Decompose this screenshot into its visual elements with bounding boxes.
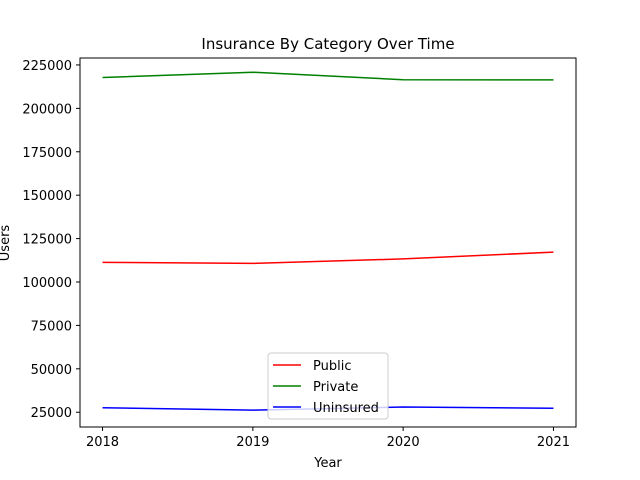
y-tick-label: 225000: [22, 59, 72, 74]
legend-label-uninsured: Uninsured: [313, 401, 379, 416]
x-tick-label: 2020: [387, 435, 420, 450]
x-axis-ticks: 2018 2019 2020 2021: [86, 427, 570, 450]
chart-title: Insurance By Category Over Time: [201, 35, 454, 53]
y-tick-label: 150000: [22, 189, 72, 204]
series-line-private: [102, 71, 554, 81]
x-tick-label: 2018: [86, 435, 119, 450]
plot-area-frame: [79, 57, 577, 428]
y-axis-ticks: 25000 50000 75000 100000 125000 150000 175000 2…: [22, 59, 80, 421]
y-tick-label: 125000: [22, 233, 72, 248]
legend-label-private: Private: [313, 380, 358, 395]
legend-frame: [267, 352, 389, 420]
legend-label-public: Public: [313, 359, 351, 374]
y-tick-label: 175000: [22, 146, 72, 161]
x-tick-label: 2021: [537, 435, 570, 450]
y-tick-label: 50000: [31, 363, 72, 378]
y-tick-label: 100000: [22, 276, 72, 291]
legend: Public Private Uninsured: [267, 352, 389, 420]
x-axis-label: Year: [313, 456, 342, 471]
series-line-public: [102, 251, 554, 265]
y-tick-label: 75000: [31, 319, 72, 334]
y-tick-label: 200000: [22, 102, 72, 117]
y-axis-label: Users: [0, 225, 13, 262]
x-tick-label: 2019: [236, 435, 269, 450]
y-tick-label: 25000: [31, 406, 72, 421]
